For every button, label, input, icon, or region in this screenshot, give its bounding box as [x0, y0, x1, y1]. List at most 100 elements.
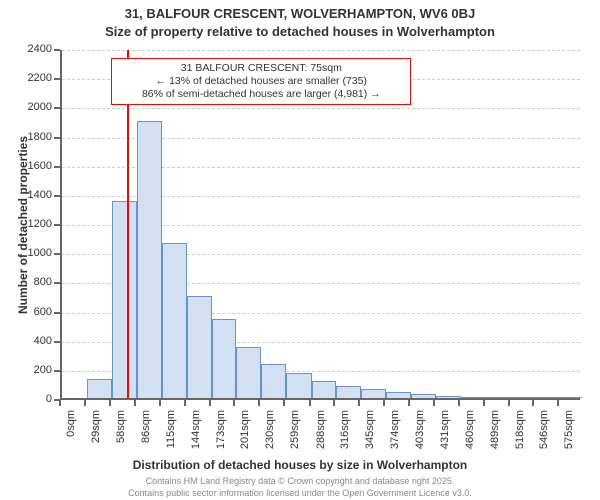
annotation-line1: 31 BALFOUR CRESCENT: 75sqm [118, 62, 404, 75]
x-tick-label: 546sqm [538, 410, 550, 460]
x-axis-label: Distribution of detached houses by size … [0, 458, 600, 472]
x-tick-label: 86sqm [140, 410, 152, 460]
annotation-line2: ← 13% of detached houses are smaller (73… [118, 75, 404, 88]
x-tick-mark [59, 400, 61, 406]
x-tick-label: 58sqm [115, 410, 127, 460]
x-tick-mark [408, 400, 410, 406]
annotation-line3: 86% of semi-detached houses are larger (… [118, 88, 404, 101]
y-tick-label: 1000 [18, 247, 52, 259]
y-tick-mark [54, 107, 60, 109]
x-tick-mark [508, 400, 510, 406]
x-tick-mark [209, 400, 211, 406]
histogram-bar [486, 397, 511, 398]
x-tick-label: 288sqm [315, 410, 327, 460]
histogram-bar [511, 397, 535, 398]
chart-title-line2: Size of property relative to detached ho… [0, 24, 600, 39]
histogram-bar [137, 121, 162, 398]
histogram-bar [212, 319, 236, 398]
x-tick-mark [383, 400, 385, 406]
x-tick-label: 518sqm [514, 410, 526, 460]
x-tick-label: 345sqm [364, 410, 376, 460]
y-tick-mark [54, 224, 60, 226]
y-tick-mark [54, 341, 60, 343]
histogram-bar [312, 381, 336, 399]
histogram-bar [436, 396, 461, 398]
y-tick-label: 2400 [18, 43, 52, 55]
y-tick-label: 800 [18, 276, 52, 288]
x-tick-label: 575sqm [563, 410, 575, 460]
x-tick-mark [333, 400, 335, 406]
x-tick-label: 230sqm [264, 410, 276, 460]
footer-line2: Contains public sector information licen… [0, 488, 600, 498]
y-tick-mark [54, 370, 60, 372]
y-tick-mark [54, 282, 60, 284]
annotation-box: 31 BALFOUR CRESCENT: 75sqm← 13% of detac… [111, 58, 411, 105]
histogram-bar [261, 364, 286, 398]
y-tick-label: 1800 [18, 131, 52, 143]
x-tick-mark [358, 400, 360, 406]
x-tick-label: 201sqm [239, 410, 251, 460]
histogram-bar [87, 379, 112, 398]
histogram-bar [386, 392, 411, 398]
histogram-bar [560, 397, 582, 398]
x-tick-mark [184, 400, 186, 406]
chart-title-line1: 31, BALFOUR CRESCENT, WOLVERHAMPTON, WV6… [0, 6, 600, 21]
x-tick-label: 431sqm [439, 410, 451, 460]
histogram-bar [361, 389, 386, 398]
x-tick-label: 316sqm [339, 410, 351, 460]
x-tick-mark [557, 400, 559, 406]
x-tick-mark [483, 400, 485, 406]
y-tick-label: 2200 [18, 72, 52, 84]
property-size-histogram: 31, BALFOUR CRESCENT, WOLVERHAMPTON, WV6… [0, 0, 600, 500]
x-tick-mark [458, 400, 460, 406]
x-tick-label: 489sqm [489, 410, 501, 460]
histogram-bar [187, 296, 212, 398]
x-tick-mark [233, 400, 235, 406]
plot-area: 31 BALFOUR CRESCENT: 75sqm← 13% of detac… [60, 50, 580, 400]
y-tick-mark [54, 195, 60, 197]
y-tick-label: 600 [18, 306, 52, 318]
histogram-bar [411, 394, 435, 398]
y-tick-mark [54, 49, 60, 51]
x-tick-mark [283, 400, 285, 406]
y-gridline [62, 108, 580, 109]
y-tick-mark [54, 137, 60, 139]
x-tick-label: 0sqm [65, 410, 77, 460]
x-tick-label: 259sqm [289, 410, 301, 460]
y-tick-label: 1400 [18, 189, 52, 201]
y-tick-label: 2000 [18, 101, 52, 113]
histogram-bar [336, 386, 361, 398]
histogram-bar [112, 201, 136, 398]
histogram-bar [461, 397, 486, 398]
x-tick-mark [84, 400, 86, 406]
y-tick-label: 1600 [18, 160, 52, 172]
x-tick-label: 173sqm [215, 410, 227, 460]
x-tick-label: 115sqm [165, 410, 177, 460]
footer-line1: Contains HM Land Registry data © Crown c… [0, 476, 600, 486]
histogram-bar [535, 397, 560, 398]
x-tick-mark [309, 400, 311, 406]
x-tick-mark [433, 400, 435, 406]
histogram-bar [286, 373, 311, 398]
y-tick-mark [54, 253, 60, 255]
y-tick-label: 1200 [18, 218, 52, 230]
x-tick-mark [532, 400, 534, 406]
x-tick-label: 29sqm [90, 410, 102, 460]
histogram-bar [162, 243, 187, 398]
x-tick-label: 403sqm [414, 410, 426, 460]
y-tick-label: 400 [18, 335, 52, 347]
x-tick-label: 374sqm [389, 410, 401, 460]
x-tick-mark [159, 400, 161, 406]
y-gridline [62, 50, 580, 51]
x-tick-mark [134, 400, 136, 406]
y-tick-label: 0 [18, 393, 52, 405]
y-tick-label: 200 [18, 364, 52, 376]
x-tick-label: 144sqm [190, 410, 202, 460]
y-tick-mark [54, 312, 60, 314]
x-tick-mark [109, 400, 111, 406]
x-tick-label: 460sqm [464, 410, 476, 460]
y-tick-mark [54, 78, 60, 80]
y-tick-mark [54, 166, 60, 168]
histogram-bar [236, 347, 261, 398]
x-tick-mark [258, 400, 260, 406]
